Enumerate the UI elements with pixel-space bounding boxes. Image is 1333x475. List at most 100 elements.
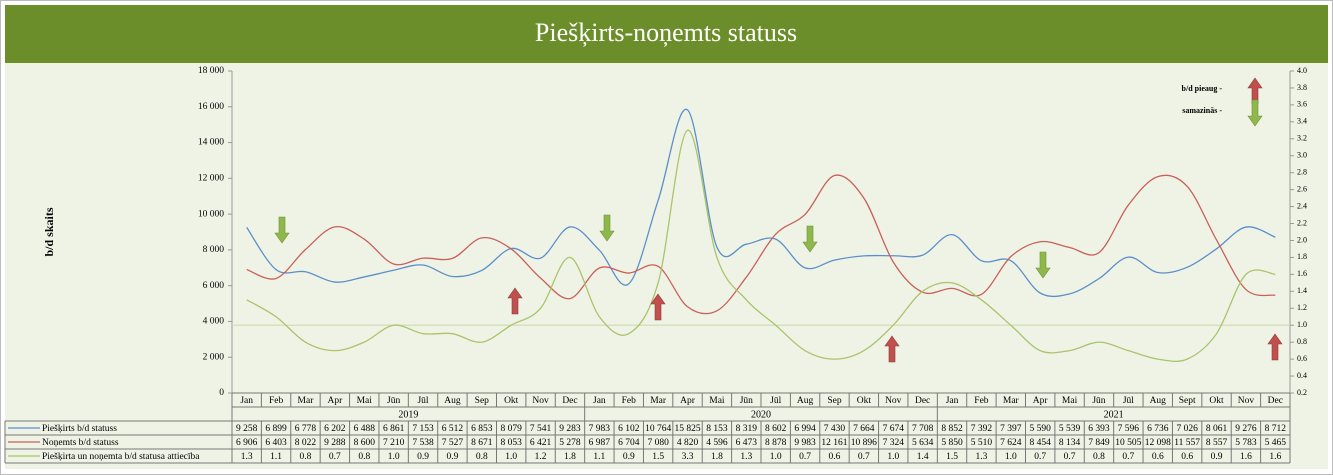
down-arrow	[599, 214, 615, 242]
table-value: 6 778	[295, 424, 317, 434]
table-value: 6 403	[265, 438, 287, 448]
series-line	[246, 129, 1276, 362]
table-value: 7 026	[1176, 424, 1198, 434]
y-tick-label: 14 000	[198, 138, 224, 148]
x-tick-label: Dec	[1268, 396, 1283, 406]
y2-tick-label: 0.2	[1297, 388, 1307, 397]
table-value: 1.5	[946, 452, 958, 462]
table-value: 8 602	[765, 424, 787, 434]
table-value: 1.6	[1240, 452, 1252, 462]
legend-label: Piešķirts b/d statuss	[42, 424, 117, 434]
x-tick-label: Feb	[269, 396, 284, 406]
y-tick-label: 0	[219, 388, 224, 398]
series-line	[246, 108, 1276, 298]
table-value: 0.7	[1034, 452, 1046, 462]
table-value: 11 557	[1174, 438, 1200, 448]
x-tick-label: Jan	[240, 396, 253, 406]
x-tick-label: Dec	[915, 396, 930, 406]
table-value: 8 852	[941, 424, 963, 434]
y-tick-label: 12 000	[198, 174, 224, 184]
year-label: 2019	[398, 409, 418, 420]
y2-tick-label: 1.0	[1297, 320, 1307, 329]
table-value: 7 664	[853, 424, 875, 434]
y2-tick-label: 3.2	[1297, 134, 1307, 143]
table-value: 5 783	[1235, 438, 1257, 448]
table-value: 0.8	[300, 452, 312, 462]
table-value: 8 079	[501, 424, 523, 434]
series-line	[246, 174, 1276, 315]
table-value: 1.0	[388, 452, 400, 462]
y2-tick-label: 2.8	[1297, 168, 1307, 177]
y2-tick-label: 2.4	[1297, 201, 1307, 210]
table-value: 5 510	[971, 438, 993, 448]
table-value: 9 258	[236, 424, 258, 434]
table-value: 1.0	[770, 452, 782, 462]
table-value: 0.7	[1064, 452, 1076, 462]
table-value: 12 161	[821, 438, 847, 448]
y2-tick-label: 3.4	[1297, 117, 1307, 126]
y-tick-label: 8 000	[203, 245, 225, 255]
table-value: 5 278	[559, 438, 581, 448]
table-value: 6 899	[265, 424, 287, 434]
table-value: 6 853	[471, 424, 493, 434]
y-axis-title: b/d skaits	[42, 207, 56, 256]
table-value: 8 153	[706, 424, 728, 434]
x-tick-label: Aug	[797, 396, 814, 406]
table-value: 6 994	[794, 424, 816, 434]
up-arrow	[1267, 333, 1283, 361]
x-tick-label: Okt	[504, 396, 519, 406]
table-value: 6 202	[324, 424, 346, 434]
x-tick-label: Jūl	[770, 396, 781, 406]
table-value: 1.1	[593, 452, 605, 462]
table-value: 9 288	[324, 438, 346, 448]
table-value: 1.3	[241, 452, 253, 462]
table-value: 10 896	[851, 438, 877, 448]
table-value: 7 080	[647, 438, 669, 448]
down-arrow	[1247, 99, 1263, 127]
y2-tick-label: 0.6	[1297, 354, 1307, 363]
table-value: 6 704	[618, 438, 640, 448]
table-value: 1.5	[652, 452, 664, 462]
y2-tick-label: 1.2	[1297, 303, 1307, 312]
table-value: 6 861	[383, 424, 405, 434]
table-value: 9 276	[1235, 424, 1257, 434]
x-tick-label: Mai	[709, 396, 725, 406]
y2-tick-label: 3.8	[1297, 83, 1307, 92]
x-tick-label: Feb	[974, 396, 989, 406]
x-tick-label: Okt	[857, 396, 872, 406]
x-tick-label: Mai	[1062, 396, 1078, 406]
up-arrow	[650, 293, 666, 321]
table-value: 7 624	[1000, 438, 1022, 448]
x-tick-label: Jūl	[1123, 396, 1134, 406]
x-tick-label: Feb	[622, 396, 637, 406]
table-value: 7 397	[1000, 424, 1022, 434]
up-arrow	[507, 287, 523, 315]
table-value: 1.1	[270, 452, 282, 462]
legend-note: samazinās -	[1182, 106, 1222, 115]
table-value: 12 098	[1145, 438, 1171, 448]
y2-tick-label: 3.6	[1297, 100, 1307, 109]
table-value: 10 764	[645, 424, 671, 434]
x-tick-label: Jūl	[417, 396, 428, 406]
year-label: 2021	[1104, 409, 1124, 420]
x-tick-label: Apr	[327, 396, 343, 406]
table-value: 6 488	[354, 424, 376, 434]
y2-tick-label: 1.8	[1297, 252, 1307, 261]
x-tick-label: Mar	[1003, 396, 1020, 406]
table-value: 8 600	[354, 438, 376, 448]
table-value: 4 596	[706, 438, 728, 448]
table-value: 7 596	[1118, 424, 1140, 434]
down-arrow	[1035, 251, 1051, 279]
table-value: 0.9	[623, 452, 635, 462]
table-value: 8 053	[501, 438, 523, 448]
x-tick-label: Sept	[1179, 396, 1196, 406]
y2-tick-label: 1.4	[1297, 286, 1307, 295]
y2-tick-label: 0.8	[1297, 337, 1307, 346]
table-value: 7 210	[383, 438, 405, 448]
table-value: 0.9	[446, 452, 458, 462]
table-value: 1.2	[535, 452, 547, 462]
table-value: 6 102	[618, 424, 640, 434]
x-tick-label: Mai	[357, 396, 373, 406]
y-tick-label: 6 000	[203, 281, 225, 291]
y2-tick-label: 4.0	[1297, 66, 1307, 75]
